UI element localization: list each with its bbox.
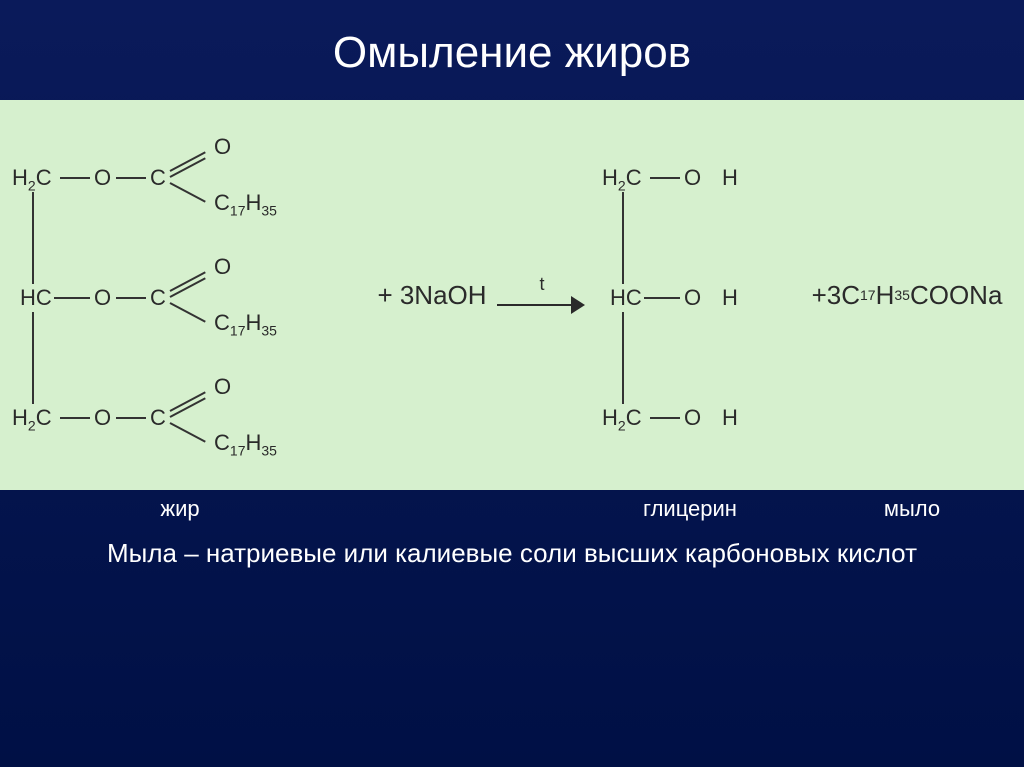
gly-backbone-2: [622, 312, 624, 404]
arrow-shaft: [497, 304, 577, 306]
arrow-head: [571, 296, 585, 314]
plus-reagent: + 3NaOH: [372, 280, 492, 311]
bond-r2-r: [170, 302, 206, 323]
bond-r3-r: [170, 422, 206, 443]
salt-product: +3C17H35COONa: [792, 280, 1022, 311]
gly-ch-mid: HC: [610, 285, 642, 311]
frag-c2: C: [150, 285, 166, 311]
bond-r1-b: [116, 177, 146, 179]
reaction-arrow: [497, 293, 587, 317]
bond-r2-b: [116, 297, 146, 299]
label-fat: жир: [0, 496, 360, 522]
frag-o2: O: [94, 285, 111, 311]
gly-o1: O: [684, 165, 701, 191]
gly-ch2-top: H2C: [602, 165, 642, 193]
glycerol-structure: H2C HC H2C O H O H O H: [592, 110, 792, 480]
frag-c1: C: [150, 165, 166, 191]
frag-dblO2: O: [214, 254, 231, 280]
arrow-condition: t: [539, 274, 544, 295]
gly-h2: H: [722, 285, 738, 311]
label-spacer: [360, 496, 580, 522]
gly-h1: H: [722, 165, 738, 191]
fat-structure: H2C HC H2C O C O C17H35 O C O: [2, 110, 372, 480]
frag-r1: C17H35: [214, 190, 277, 218]
frag-r3: C17H35: [214, 430, 277, 458]
equation-band: H2C HC H2C O C O C17H35 O C O: [0, 100, 1024, 490]
frag-ch2-top: H2C: [12, 165, 52, 193]
frag-ch2-bot: H2C: [12, 405, 52, 433]
frag-o3: O: [94, 405, 111, 431]
label-soap: мыло: [800, 496, 1024, 522]
bond-backbone-1: [32, 192, 34, 284]
title-band: Омыление жиров: [0, 0, 1024, 100]
slide-title: Омыление жиров: [0, 28, 1024, 78]
bond-r3-b: [116, 417, 146, 419]
bond-r3-a: [60, 417, 90, 419]
label-glycerol: глицерин: [580, 496, 800, 522]
frag-dblO1: O: [214, 134, 231, 160]
gly-b2: [644, 297, 680, 299]
frag-dblO3: O: [214, 374, 231, 400]
frag-c3: C: [150, 405, 166, 431]
bond-r1-a: [60, 177, 90, 179]
frag-ch-mid: HC: [20, 285, 52, 311]
gly-b1: [650, 177, 680, 179]
reaction-arrow-wrap: t: [492, 274, 592, 317]
gly-b3: [650, 417, 680, 419]
frag-r2: C17H35: [214, 310, 277, 338]
gly-h3: H: [722, 405, 738, 431]
bond-r2-a: [54, 297, 90, 299]
caption: Мыла – натриевые или калиевые соли высши…: [0, 528, 1024, 571]
gly-o2: O: [684, 285, 701, 311]
slide-root: Омыление жиров H2C HC H2C O C O C17H35: [0, 0, 1024, 767]
gly-ch2-bot: H2C: [602, 405, 642, 433]
labels-band: жир глицерин мыло: [0, 490, 1024, 528]
gly-o3: O: [684, 405, 701, 431]
gly-backbone-1: [622, 192, 624, 284]
bond-r1-r: [170, 182, 206, 203]
frag-o1: O: [94, 165, 111, 191]
bond-backbone-2: [32, 312, 34, 404]
